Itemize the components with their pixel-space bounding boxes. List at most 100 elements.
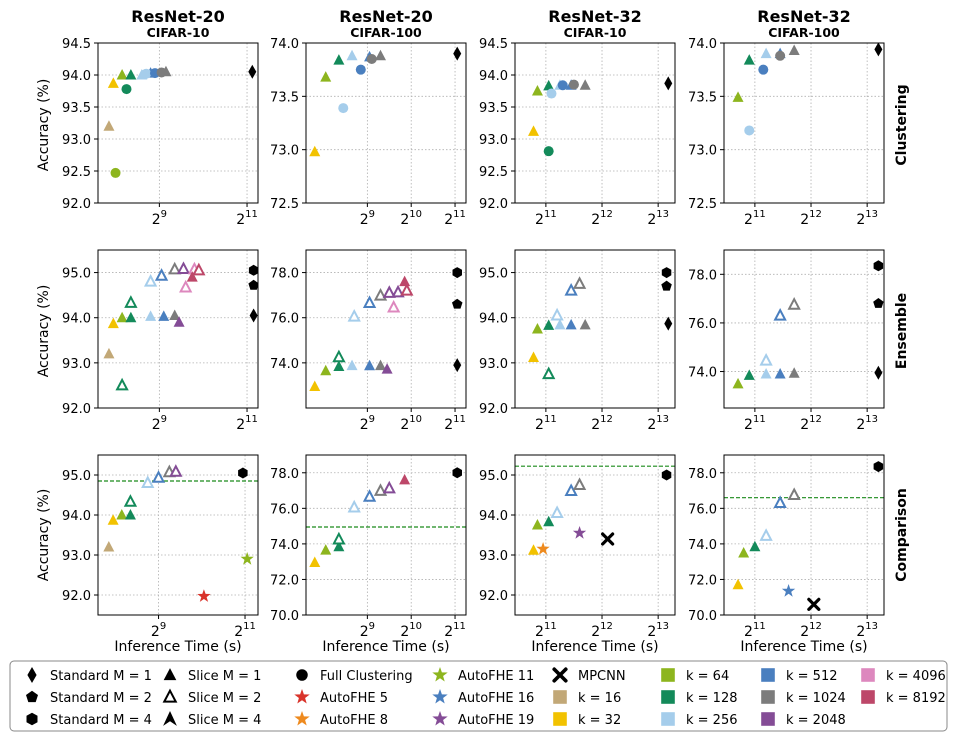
xlabel-col-1: Inference Time (s): [114, 639, 241, 655]
point-triangle-k64: [116, 509, 128, 520]
legend-label: k = 8192: [886, 691, 946, 706]
point-circle-k128: [543, 146, 554, 157]
legend-item: Standard M = 1: [27, 666, 152, 684]
legend-marker-square: [761, 690, 775, 704]
point-x-black: [601, 532, 615, 546]
x-tick-label: 213: [647, 414, 669, 433]
legend-item: k = 8192: [861, 690, 946, 706]
plot-area: [306, 43, 466, 203]
plot-frame: [514, 454, 676, 616]
y-tick-label: 93.0: [479, 549, 508, 564]
y-tick-label: 93.0: [479, 133, 508, 148]
ylabel-row-1: Accuracy (%): [36, 79, 52, 172]
point-triangle-k128: [333, 54, 345, 65]
point-triangle-k32: [309, 380, 321, 392]
x-tick-label: 212: [591, 209, 613, 228]
legend-marker-pentagon: [26, 690, 38, 703]
y-tick-label: 93.5: [62, 101, 91, 116]
legend-marker-square: [661, 690, 675, 704]
x-tick-label: 211: [444, 209, 466, 228]
point-triangle-k64: [116, 69, 128, 80]
x-tick-label: 212: [800, 209, 822, 228]
point-star-autofhe16: [781, 584, 796, 597]
legend-label: Slice M = 4: [188, 713, 261, 728]
point-hexagon-black: [661, 469, 672, 481]
plot-area: [98, 250, 258, 408]
legend: Standard M = 1 Standard M = 2 Standard M =…: [26, 666, 946, 728]
x-tick-label: 212: [800, 414, 822, 433]
plot-frame: [723, 42, 885, 204]
x-tick-label: 29: [360, 414, 375, 433]
point-triangle-open-k128: [124, 295, 138, 308]
y-tick-label: 70.0: [688, 609, 717, 624]
plot-area: [98, 43, 258, 203]
legend-item: k = 4096: [861, 668, 946, 684]
point-star-autofhe11: [240, 552, 254, 565]
point-triangle-k64: [732, 377, 744, 389]
col-subtitle-4: CIFAR-100: [768, 25, 840, 40]
point-triangle-open-k8192: [400, 282, 414, 296]
point-circle-k1024: [156, 67, 167, 78]
col-subtitle-3: CIFAR-10: [564, 25, 627, 40]
point-triangle-open-k512: [773, 495, 787, 508]
plot-area: [515, 455, 675, 615]
point-diamond-black: [249, 308, 258, 323]
legend-item: k = 128: [661, 690, 738, 706]
point-triangle-k16: [103, 541, 115, 552]
point-triangle-k256: [760, 47, 772, 59]
plot-area: [724, 250, 884, 408]
point-hexagon-black: [452, 467, 462, 479]
data-points: [309, 267, 463, 392]
point-pentagon-black: [452, 298, 463, 309]
legend-marker-hexagon: [26, 712, 38, 726]
y-tick-label: 74.0: [688, 366, 717, 381]
point-triangle-open-k512: [151, 470, 166, 483]
ylabel-row-3: Accuracy (%): [36, 489, 52, 582]
legend-item: Standard M = 2: [26, 690, 152, 706]
point-triangle-k256: [145, 310, 157, 321]
point-triangle-k256: [346, 49, 358, 61]
y-tick-label: 73.0: [270, 144, 299, 159]
legend-marker-star: [432, 689, 448, 704]
xlabel-col-4: Inference Time (s): [740, 639, 867, 655]
point-triangle-k32: [732, 578, 744, 590]
legend-label: k = 128: [686, 691, 738, 706]
y-tick-label: 95.0: [479, 469, 508, 484]
plot-area: [515, 43, 675, 203]
point-star-autofhe5: [197, 589, 211, 602]
legend-marker-star: [432, 667, 448, 682]
point-triangle-k256: [760, 367, 772, 379]
point-diamond-black: [453, 46, 462, 61]
legend-item: k = 2048: [761, 712, 846, 728]
point-triangle-k128: [333, 540, 345, 552]
y-tick-label: 78.0: [688, 467, 717, 482]
point-triangle-open-k256: [550, 307, 564, 321]
point-x-black: [807, 597, 821, 611]
col-title-3: ResNet-32: [548, 7, 642, 26]
point-triangle-k32: [309, 556, 321, 568]
point-triangle-k8192: [186, 271, 198, 282]
legend-marker-diamond: [27, 666, 37, 684]
point-triangle-open-k2048: [176, 261, 191, 274]
legend-item: Full Clustering: [296, 669, 413, 684]
y-tick-label: 94.0: [479, 509, 508, 524]
point-triangle-k1024: [788, 367, 800, 378]
plot-frame: [305, 454, 467, 616]
x-tick-label: 211: [744, 414, 766, 433]
point-triangle-open-k128: [123, 494, 138, 507]
point-diamond-black: [874, 43, 883, 57]
legend-item: k = 1024: [761, 690, 846, 706]
point-triangle-k512: [774, 367, 786, 379]
y-tick-label: 92.5: [479, 165, 508, 180]
point-triangle-open-k1024: [168, 261, 182, 275]
y-tick-label: 70.0: [270, 609, 299, 624]
y-tick-label: 94.0: [479, 69, 508, 84]
data-points: [732, 260, 884, 389]
y-tick-label: 93.0: [62, 133, 91, 148]
plot-frame: [97, 454, 259, 616]
point-triangle-open-k1024: [787, 487, 801, 500]
xlabel-col-3: Inference Time (s): [531, 639, 658, 655]
y-tick-label: 78.0: [270, 267, 299, 282]
y-tick-label: 73.5: [688, 90, 717, 105]
point-triangle-k1024: [375, 359, 387, 371]
